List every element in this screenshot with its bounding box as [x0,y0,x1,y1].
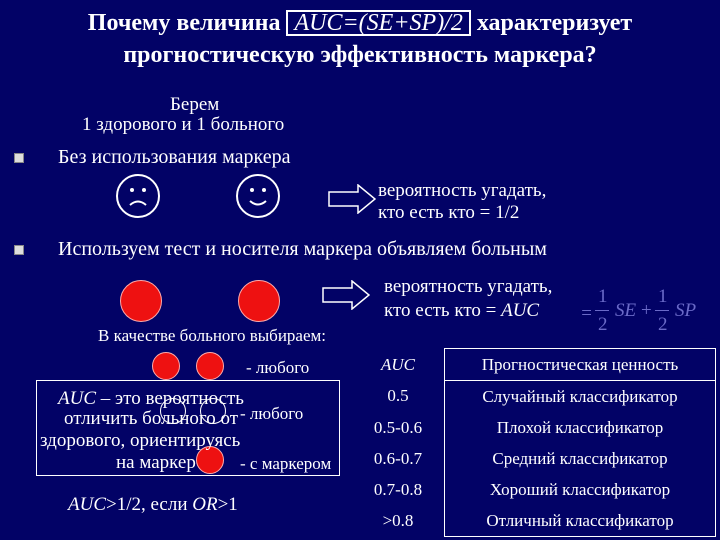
table-row: 0.5-0.6 Плохой классификатор [352,412,716,443]
title-formula: AUC=(SE+SP)/2 [286,10,471,36]
auc-table: AUC Прогностическая ценность 0.5 Случайн… [352,348,716,537]
formula-eq: = [580,303,593,324]
table-cell-auc: >0.8 [382,510,414,530]
auc-explain-line4: на маркер [116,452,196,473]
table-row: 0.6-0.7 Средний классификатор [352,443,716,474]
choose-text: В качестве больного выбираем: [98,326,326,345]
red-ball-icon [238,280,280,322]
auc-explain-line3: здорового, ориентируясь [40,430,241,451]
bullet2-text: Используем тест и носителя маркера объяв… [58,238,547,260]
any-label: - любого [246,358,310,377]
table-cell-auc: 0.5 [387,386,409,406]
red-ball-icon [152,352,180,380]
title-prefix: Почему величина [87,10,281,36]
table-cell-value: Плохой классификатор [444,412,716,443]
slide-title: Почему величина AUC=(SE+SP)/2 характериз… [0,8,720,38]
formula-one-a: 1 [598,286,608,307]
prob1-line2: кто есть кто = 1/2 [378,202,520,223]
formula-two-b: 2 [658,314,668,335]
bullet-square-icon [14,245,24,255]
any-overlay-label: - любого [240,404,304,423]
auc-explain-box [36,380,340,476]
table-header-auc: AUC [381,354,415,374]
formula-two-a: 2 [598,314,608,335]
slide-title-line2: прогностическую эффективность маркера? [123,42,597,68]
intro-line1: Берем [170,94,220,115]
table-row: 0.5 Случайный классификатор [352,380,716,412]
with-marker-label: - с маркером [240,454,332,473]
prob2-line2: кто есть кто = AUC [384,300,540,321]
formula-plus: + [641,300,652,321]
intro-line2: 1 здорового и 1 больного [82,114,285,135]
red-ball-icon [120,280,162,322]
table-cell-value: Отличный классификатор [444,505,716,537]
red-ball-icon [196,352,224,380]
ring-icon [200,398,226,424]
table-row: 0.7-0.8 Хороший классификатор [352,474,716,505]
right-arrow-icon [322,280,370,310]
happy-face-icon [236,174,280,218]
ring-icon [160,398,186,424]
table-cell-value: Средний классификатор [444,443,716,474]
auc-explain-line1: AUC – это вероятность [58,388,244,409]
condition-text: AUC>1/2, если OR>1 [68,494,238,515]
table-cell-auc: 0.5-0.6 [373,417,423,437]
formula-sp: SP [675,300,697,321]
bullet1-text: Без использования маркера [58,146,291,168]
table-header-value: Прогностическая ценность [444,348,716,381]
sad-face-icon [116,174,160,218]
formula-se: SE [615,300,637,321]
table-cell-value: Хороший классификатор [444,474,716,505]
table-cell-auc: 0.6-0.7 [373,448,423,468]
table-cell-value: Случайный классификатор [444,380,716,412]
bullet-square-icon [14,153,24,163]
table-cell-auc: 0.7-0.8 [373,479,423,499]
table-row: >0.8 Отличный классификатор [352,505,716,537]
table-header-row: AUC Прогностическая ценность [352,348,716,381]
auc-explain-line2: отличить больного от [64,408,239,429]
prob1-line1: вероятность угадать, [378,180,547,201]
title-suffix: характеризует [476,10,633,36]
right-arrow-icon [328,184,376,214]
formula-bar-a [595,310,609,311]
formula-bar-b [655,310,669,311]
prob2-line1: вероятность угадать, [384,276,553,297]
red-ball-icon [196,446,224,474]
formula-one-b: 1 [658,286,668,307]
